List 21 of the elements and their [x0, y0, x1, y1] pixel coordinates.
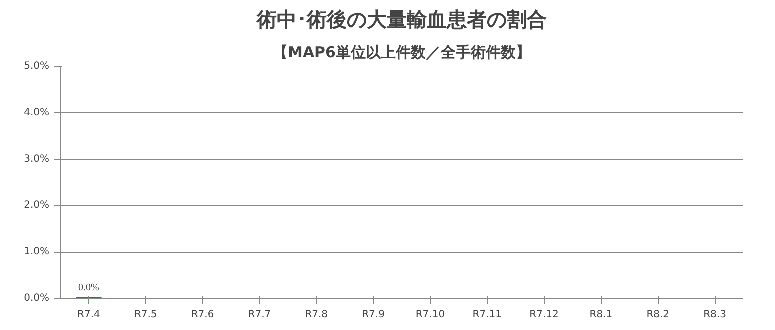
- x-tick-label: R7.9: [362, 310, 385, 320]
- x-tick-label: R7.6: [191, 310, 214, 320]
- x-tick-label: R7.8: [305, 310, 328, 320]
- x-tick-label: R7.10: [416, 310, 446, 320]
- y-tick-label: 3.0%: [24, 154, 50, 165]
- x-tick-label: R8.3: [704, 310, 726, 320]
- y-tick-label: 1.0%: [24, 246, 50, 258]
- y-tick-label: 5.0%: [24, 61, 50, 72]
- chart-title: 術中･術後の大量輸血患者の割合: [256, 8, 547, 32]
- x-tick-label: R7.7: [248, 310, 272, 320]
- data-label: 0.0%: [78, 282, 100, 294]
- x-tick-label: R7.4: [78, 310, 100, 320]
- x-tick-label: R7.12: [530, 310, 559, 320]
- y-tick-label: 2.0%: [24, 200, 50, 212]
- y-tick-label: 4.0%: [24, 107, 50, 118]
- x-tick-label: R8.1: [590, 310, 613, 320]
- x-tick-label: R7.11: [472, 310, 502, 320]
- x-tick-label: R7.5: [134, 310, 158, 320]
- chart-subtitle: 【MAP6単位以上件数／全手術件数】: [273, 44, 531, 62]
- x-tick-label: R8.2: [646, 310, 670, 320]
- y-tick-label: 0.0%: [24, 293, 50, 304]
